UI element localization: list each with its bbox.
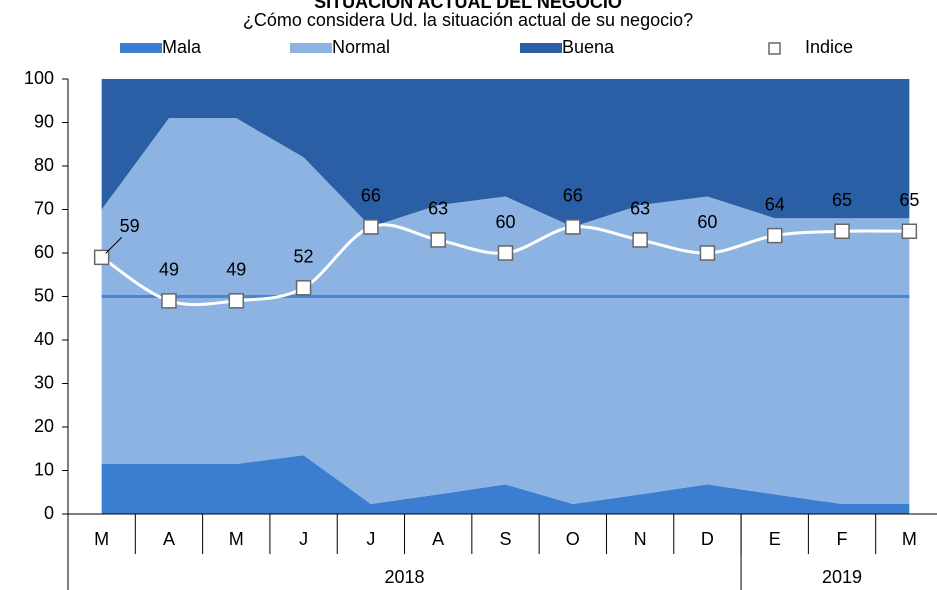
index-marker	[497, 245, 514, 261]
index-marker	[228, 293, 245, 309]
y-tick-label: 50	[34, 285, 54, 305]
index-marker	[295, 280, 312, 296]
chart-subtitle: ¿Cómo considera Ud. la situación actual …	[243, 10, 693, 30]
y-tick-label: 10	[34, 459, 54, 479]
index-marker	[363, 219, 379, 235]
chart-title: SITUACIÓN ACTUAL DEL NEGOCIO	[314, 0, 622, 12]
x-tick-label: S	[499, 529, 511, 549]
data-label: 49	[226, 260, 246, 280]
group-label: 2019	[822, 567, 862, 587]
x-tick-label: M	[902, 529, 917, 549]
y-tick-label: 90	[34, 111, 54, 131]
data-label: 52	[294, 247, 314, 267]
legend-label: Normal	[332, 37, 390, 57]
y-tick-label: 100	[24, 68, 54, 88]
data-label: 63	[630, 199, 650, 219]
index-marker	[632, 232, 648, 248]
data-label: 63	[428, 199, 448, 219]
x-tick-label: O	[566, 529, 580, 549]
x-tick-label: D	[701, 529, 714, 549]
x-tick-label: F	[837, 529, 848, 549]
x-tick-label: M	[94, 529, 109, 549]
data-label: 64	[765, 194, 785, 214]
index-marker	[430, 232, 446, 248]
legend-label: Mala	[162, 37, 202, 57]
x-tick-label: M	[229, 529, 244, 549]
x-tick-label: A	[163, 529, 175, 549]
x-tick-label: E	[769, 529, 781, 549]
x-tick-label: J	[366, 529, 375, 549]
y-tick-label: 0	[44, 503, 54, 523]
y-tick-label: 80	[34, 155, 54, 175]
group-label: 2018	[385, 567, 425, 587]
y-tick-label: 40	[34, 329, 54, 349]
index-marker	[93, 249, 110, 266]
data-label: 60	[495, 212, 515, 232]
index-marker	[699, 245, 716, 261]
leader-line	[105, 236, 123, 254]
legend-swatch	[290, 43, 332, 53]
legend-swatch	[120, 43, 162, 53]
data-label: 49	[159, 260, 179, 280]
y-tick-label: 30	[34, 372, 54, 392]
legend-marker	[768, 42, 781, 55]
data-label: 66	[563, 186, 583, 206]
legend-swatch	[520, 43, 562, 53]
y-tick-label: 20	[34, 416, 54, 436]
area-mala	[101, 455, 910, 514]
index-marker	[901, 223, 918, 239]
area-buena	[101, 79, 910, 227]
data-label: 59	[120, 216, 140, 236]
index-marker	[766, 227, 783, 244]
index-marker	[161, 293, 177, 309]
x-tick-label: N	[634, 529, 647, 549]
data-label: 65	[832, 190, 852, 210]
x-tick-label: A	[432, 529, 444, 549]
data-label: 65	[899, 190, 919, 210]
data-label: 66	[361, 186, 381, 206]
index-marker	[565, 219, 581, 235]
y-tick-label: 70	[34, 198, 54, 218]
data-label: 60	[697, 212, 717, 232]
y-tick-label: 60	[34, 242, 54, 262]
legend-label: Indice	[805, 37, 853, 57]
x-tick-label: J	[299, 529, 308, 549]
index-marker	[834, 223, 850, 239]
legend-label: Buena	[562, 37, 615, 57]
area-normal	[101, 118, 910, 504]
